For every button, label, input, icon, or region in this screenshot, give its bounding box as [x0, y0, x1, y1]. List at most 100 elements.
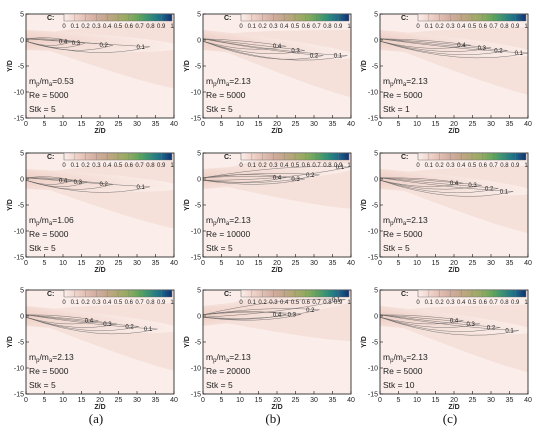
colorbar-tick-label: 0.5	[291, 300, 300, 306]
colorbar-tick-label: 0.9	[157, 24, 166, 30]
y-axis-label: Y/D	[361, 336, 368, 348]
param-reynolds: Re = 5000	[29, 90, 69, 100]
x-tick-label: 35	[329, 397, 337, 404]
colorbar-tick-label: 0.9	[511, 24, 520, 30]
contour-label: 0.1	[500, 189, 509, 195]
x-tick-label: 5	[220, 397, 224, 404]
param-reynolds: Re = 5000	[206, 90, 246, 100]
y-tick-label: -15	[14, 116, 24, 123]
y-tick-label: -10	[191, 366, 201, 373]
x-tick-label: 30	[310, 121, 318, 128]
contour-label: 0.2	[310, 54, 319, 60]
plume-core	[26, 299, 174, 333]
colorbar-tick-label: 0.2	[435, 163, 444, 169]
y-axis-label: Y/D	[7, 336, 14, 348]
contour-line	[26, 314, 99, 325]
y-tick-label: -5	[195, 340, 201, 347]
colorbar-tick-label: 0.6	[479, 300, 488, 306]
contour-label: 0.4	[85, 319, 94, 325]
contour-line	[380, 177, 514, 197]
param-reynolds: Re = 5000	[29, 229, 69, 239]
contour-line	[203, 173, 320, 183]
colorbar-tick-label: 0.3	[269, 300, 278, 306]
panel-d: 0.4 0.3 0.2 0.10 5 10 15 20 25 30 35 4050-5-10-15Z/…	[7, 151, 178, 275]
contour-label: 0.2	[100, 43, 109, 49]
x-tick-label: 25	[469, 121, 477, 128]
x-tick-label: 30	[133, 397, 141, 404]
x-axis-label: Z/D	[271, 128, 282, 135]
x-axis-label: Z/D	[94, 267, 105, 274]
y-tick-label: -10	[14, 229, 24, 236]
colorbar-tick-label: 0.3	[446, 24, 455, 30]
x-tick-label: 25	[292, 397, 300, 404]
colorbar-tick-label: 0.2	[81, 24, 90, 30]
x-axis-label: Z/D	[271, 267, 282, 274]
param-reynolds: Re = 5000	[383, 229, 423, 239]
contour-label: 0.4	[273, 312, 282, 318]
x-tick-label: 10	[413, 260, 421, 267]
x-tick-label: 20	[450, 260, 458, 267]
param-stokes: Stk = 5	[29, 380, 56, 390]
colorbar-tick-label: 0.7	[489, 24, 498, 30]
colorbar-tick-label: 0.3	[92, 163, 101, 169]
colorbar-tick-label: 0.9	[334, 163, 343, 169]
x-tick-label: 10	[413, 397, 421, 404]
colorbar-label: C:	[224, 154, 231, 161]
x-tick-label: 0	[378, 260, 382, 267]
panel-e: 0.4 0.30.20.10 5 10 15 20 25 30 35 4050-5-10-15Z/…	[184, 151, 355, 275]
x-tick-label: 0	[378, 121, 382, 128]
y-tick-label: -5	[372, 203, 378, 210]
contour-label: 0.1	[332, 297, 341, 303]
colorbar-label: C:	[401, 154, 408, 161]
contour-label: 0.2	[100, 182, 109, 188]
x-tick-label: 5	[43, 121, 47, 128]
y-tick-label: -5	[18, 340, 24, 347]
colorbar-tick-label: 0.5	[291, 163, 300, 169]
x-tick-label: 15	[78, 260, 86, 267]
contour-label: 0.1	[144, 327, 153, 333]
param-reynolds: Re = 5000	[383, 366, 423, 376]
colorbar-tick-label: 0.2	[258, 24, 267, 30]
colorbar-tick-label: 0.6	[125, 163, 134, 169]
colorbar-tick-label: 0.3	[92, 24, 101, 30]
contour-line	[380, 38, 492, 52]
x-tick-label: 0	[24, 397, 28, 404]
colorbar-tick-label: 0.1	[248, 24, 257, 30]
colorbar-tick-label: 0.1	[425, 300, 434, 306]
y-tick-label: -5	[195, 64, 201, 71]
colorbar-tick-label: 0.7	[489, 163, 498, 169]
x-axis-label: Z/D	[448, 128, 459, 135]
colorbar-tick-label: 0.1	[248, 300, 257, 306]
contour-label: 0.2	[125, 324, 134, 330]
panel-c: 0.4 0.3 0.2 0.10 5 10 15 20 25 30 35 4050-5-10-15Z/…	[361, 12, 532, 136]
colorbar-tick-label: 0.4	[457, 24, 466, 30]
contour-line	[380, 177, 499, 194]
plume-core	[26, 166, 174, 192]
contour-label: 0.1	[505, 329, 514, 335]
y-tick-label: 0	[197, 314, 201, 321]
colorbar-tick-label: 0.2	[81, 300, 90, 306]
colorbar-label: C:	[47, 154, 54, 161]
contour-label: 0.2	[494, 48, 503, 54]
contour-label: 0.4	[273, 175, 282, 181]
param-reynolds: Re = 5000	[383, 90, 423, 100]
param-mass-ratio: mp/ma=2.13	[206, 215, 251, 227]
contour-line	[203, 38, 287, 50]
colorbar-tick-label: 0.9	[334, 300, 343, 306]
x-axis-label: Z/D	[94, 128, 105, 135]
y-tick-label: 0	[20, 177, 24, 184]
x-tick-label: 10	[59, 260, 67, 267]
colorbar-tick-label: 0.2	[258, 163, 267, 169]
y-tick-label: -5	[18, 64, 24, 71]
y-tick-label: 5	[374, 151, 378, 158]
colorbar-tick-label: 0.5	[468, 24, 477, 30]
x-tick-label: 15	[432, 397, 440, 404]
x-tick-label: 0	[201, 397, 205, 404]
x-tick-label: 10	[236, 397, 244, 404]
y-tick-label: 0	[20, 314, 24, 321]
colorbar-tick-label: 0.5	[114, 300, 123, 306]
x-tick-label: 15	[78, 397, 86, 404]
contour-line	[26, 38, 151, 53]
jet-field	[203, 290, 351, 341]
param-mass-ratio: mp/ma=2.13	[206, 352, 251, 364]
